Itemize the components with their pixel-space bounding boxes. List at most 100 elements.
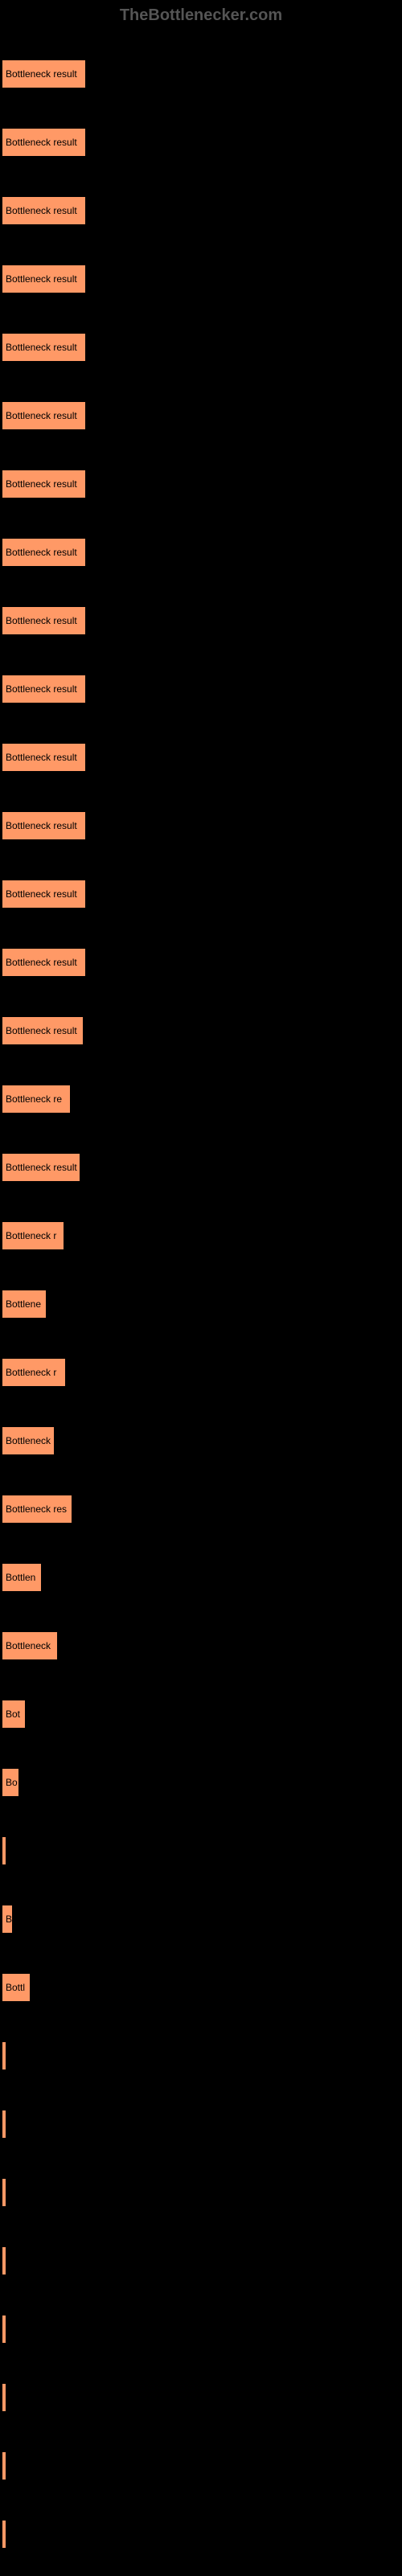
bar: Bottleneck result <box>2 128 86 157</box>
bar-row: Bottleneck result <box>2 996 402 1064</box>
watermark-text: TheBottlenecker.com <box>0 0 402 31</box>
bar: Bottleneck result <box>2 196 86 225</box>
bar: Bottl <box>2 1973 31 2002</box>
bar: Bottleneck result <box>2 675 86 703</box>
bar-label: Bottleneck result <box>6 957 77 968</box>
bar-label: Bottleneck result <box>6 410 77 421</box>
bar <box>2 2041 6 2070</box>
bar: Bottleneck result <box>2 265 86 293</box>
bar: Bottleneck result <box>2 538 86 567</box>
bar-row <box>2 2226 402 2295</box>
bar: Bottlene <box>2 1290 47 1319</box>
bar-label: Bottleneck result <box>6 820 77 831</box>
bar-label: Bottleneck result <box>6 615 77 626</box>
bar-row <box>2 2431 402 2500</box>
bar-chart: Bottleneck result Bottleneck result Bottle… <box>0 31 402 2576</box>
bar-row: Bottleneck res <box>2 1475 402 1543</box>
bar: Bo <box>2 1768 19 1797</box>
bar-label: Bot <box>6 1708 20 1720</box>
bar: Bottlen <box>2 1563 42 1592</box>
bar: Bottleneck re <box>2 1085 71 1114</box>
bar <box>2 2383 6 2412</box>
bar-label: Bottleneck res <box>6 1503 67 1515</box>
bar-label: Bottleneck result <box>6 478 77 490</box>
bar-row: Bot <box>2 1680 402 1748</box>
bar-row: Bottleneck <box>2 1611 402 1680</box>
bar-row <box>2 2500 402 2568</box>
bar-row <box>2 2021 402 2090</box>
bar: Bottleneck result <box>2 401 86 430</box>
bar-label: Bottleneck result <box>6 683 77 695</box>
bar-label: Bottleneck re <box>6 1093 62 1105</box>
bar: Bottleneck r <box>2 1221 64 1250</box>
bar-row: Bottleneck result <box>2 381 402 449</box>
bar-row: Bottleneck result <box>2 654 402 723</box>
bar-row: Bottleneck result <box>2 1133 402 1201</box>
bar-row: B <box>2 1885 402 1953</box>
bar-row: Bo <box>2 1748 402 1816</box>
bar <box>2 1836 6 1865</box>
bar: Bottleneck result <box>2 1153 80 1182</box>
bar-row: Bottlen <box>2 1543 402 1611</box>
bar: Bottleneck result <box>2 811 86 840</box>
bar <box>2 2178 6 2207</box>
bar-label: Bottleneck result <box>6 68 77 80</box>
bar-row: Bottleneck result <box>2 928 402 996</box>
bar <box>2 2246 6 2275</box>
bar: Bottleneck result <box>2 333 86 362</box>
bar-label: Bottleneck result <box>6 342 77 353</box>
bar-row: Bottleneck result <box>2 39 402 108</box>
bar-label: Bottleneck result <box>6 752 77 763</box>
bar-label: Bottleneck result <box>6 888 77 900</box>
bar-label: Bo <box>6 1777 18 1788</box>
bar <box>2 2315 6 2344</box>
bar-row <box>2 2090 402 2158</box>
bar: Bottleneck result <box>2 1016 84 1045</box>
bar-label: B <box>6 1914 12 1925</box>
bar-row: Bottleneck <box>2 1406 402 1475</box>
bar: Bottleneck <box>2 1426 55 1455</box>
bar-row <box>2 2158 402 2226</box>
bar: Bottleneck result <box>2 470 86 498</box>
bar-label: Bottlene <box>6 1298 41 1310</box>
bar-label: Bottleneck result <box>6 205 77 216</box>
bar-row: Bottleneck result <box>2 108 402 176</box>
bar-row <box>2 2295 402 2363</box>
bar: Bottleneck result <box>2 743 86 772</box>
bar-label: Bottleneck result <box>6 1162 77 1173</box>
bar: B <box>2 1905 13 1934</box>
bar: Bottleneck result <box>2 59 86 88</box>
bar-row: Bottleneck result <box>2 586 402 654</box>
bar-row: Bottl <box>2 1953 402 2021</box>
bar-row: Bottleneck result <box>2 518 402 586</box>
bar-label: Bottleneck <box>6 1435 51 1446</box>
bar-row: Bottleneck result <box>2 791 402 859</box>
bar: Bottleneck res <box>2 1495 72 1524</box>
bar-label: Bottleneck result <box>6 137 77 148</box>
bar-row: Bottlene <box>2 1270 402 1338</box>
bar-label: Bottleneck result <box>6 273 77 285</box>
bar-label: Bottleneck result <box>6 1025 77 1036</box>
bar-label: Bottl <box>6 1982 25 1993</box>
bar: Bottleneck result <box>2 880 86 909</box>
bar-row: Bottleneck result <box>2 859 402 928</box>
bar: Bottleneck result <box>2 948 86 977</box>
bar-label: Bottleneck <box>6 1640 51 1651</box>
bar <box>2 2451 6 2480</box>
bar-row: Bottleneck r <box>2 1338 402 1406</box>
bar: Bottleneck r <box>2 1358 66 1387</box>
bar-row: Bottleneck result <box>2 449 402 518</box>
bar-label: Bottleneck result <box>6 547 77 558</box>
bar <box>2 2520 6 2549</box>
bar: Bottleneck <box>2 1631 58 1660</box>
bar-row: Bottleneck result <box>2 176 402 244</box>
bar-row <box>2 1816 402 1885</box>
bar: Bottleneck result <box>2 606 86 635</box>
bar-row: Bottleneck result <box>2 723 402 791</box>
bar <box>2 2110 6 2139</box>
bar-label: Bottleneck r <box>6 1230 56 1241</box>
bar: Bot <box>2 1700 26 1729</box>
bar-label: Bottleneck r <box>6 1367 56 1378</box>
bar-row: Bottleneck result <box>2 244 402 313</box>
bar-row: Bottleneck r <box>2 1201 402 1270</box>
